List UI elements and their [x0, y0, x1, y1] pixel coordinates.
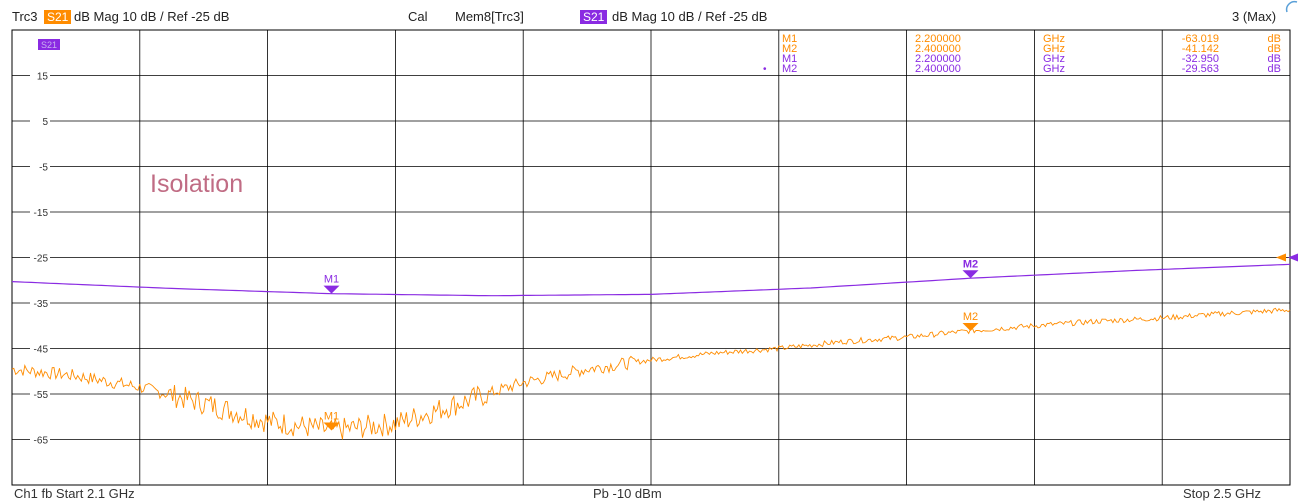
- trace-format[interactable]: dB Mag 10 dB / Ref -25 dB: [74, 9, 230, 24]
- marker-table-row[interactable]: • M2 2.400000 GHz -29.563 dB: [763, 63, 1281, 75]
- marker-name: M1: [782, 33, 797, 45]
- marker-db: dB: [1268, 63, 1281, 75]
- y-tick-label: -55: [34, 390, 49, 401]
- series-line-trc3[interactable]: [11, 307, 1291, 440]
- grid: [11, 29, 1291, 486]
- isolation-annotation: Isolation: [150, 170, 243, 198]
- y-tick-label: -25: [34, 254, 49, 265]
- trace-label[interactable]: Trc3: [12, 9, 38, 24]
- marker-value: -63.019: [1182, 33, 1219, 45]
- marker-freq: 2.200000: [915, 53, 961, 65]
- cal-label[interactable]: Cal: [408, 9, 428, 24]
- mem-param-badge[interactable]: S21: [580, 10, 608, 24]
- marker-db: dB: [1268, 33, 1281, 45]
- y-tick-bg: [30, 160, 50, 173]
- marker-table-row[interactable]: M1 2.200000 GHz -63.019 dB: [782, 33, 1281, 45]
- y-tick-label: -45: [34, 345, 49, 356]
- trace-layer: [11, 253, 1298, 440]
- channel-footer: Ch1 fb Start 2.1 GHz Pb -10 dBm Stop 2.5…: [0, 486, 1301, 502]
- marker-table: M1 2.200000 GHz -63.019 dB M2 2.400000 GHz -41.1…: [763, 33, 1281, 75]
- marker-value: -29.563: [1182, 63, 1219, 75]
- y-tick-bg: [30, 297, 50, 309]
- y-tick-bg: [30, 433, 50, 446]
- active-marker-dot: •: [763, 64, 767, 75]
- marker-freq: 2.200000: [915, 33, 961, 45]
- max-label[interactable]: 3 (Max): [1232, 9, 1277, 24]
- y-tick-label: -35: [34, 299, 49, 310]
- stop-freq[interactable]: Stop 2.5 GHz: [1183, 486, 1262, 501]
- marker-name: M1: [782, 53, 797, 65]
- y-tick-label: -15: [34, 208, 49, 219]
- ref-level-arrow-trc3[interactable]: [1276, 253, 1286, 262]
- marker-unit: GHz: [1043, 53, 1065, 65]
- y-tick-labels: 15 5 -5 -15 -25 -35 -45 -55 -65: [30, 69, 50, 447]
- marker-name: M2: [782, 43, 797, 55]
- trace-param-badge[interactable]: S21: [44, 10, 72, 24]
- marker-freq: 2.400000: [915, 63, 961, 75]
- marker-m1-mem[interactable]: [323, 285, 340, 294]
- trace-tag[interactable]: S21: [38, 39, 60, 50]
- marker-db: dB: [1268, 43, 1281, 55]
- marker-label: M2: [963, 311, 978, 323]
- marker-m1-trc3[interactable]: [323, 422, 340, 431]
- marker-value: -41.142: [1182, 43, 1219, 55]
- marker-db: dB: [1268, 53, 1281, 65]
- mem-label[interactable]: Mem8[Trc3]: [455, 9, 524, 24]
- marker-layer: M1 M2 M1 M2: [323, 258, 979, 431]
- marker-label: M2: [963, 258, 978, 270]
- trace-param-wrap: S21: [44, 9, 72, 24]
- marker-unit: GHz: [1043, 43, 1065, 55]
- y-tick-bg: [30, 342, 50, 355]
- marker-table-row[interactable]: M2 2.400000 GHz -41.142 dB: [782, 43, 1281, 55]
- marker-label: M1: [324, 274, 339, 286]
- trace-tag-label: S21: [41, 40, 57, 50]
- mem-param-wrap: S21: [580, 9, 608, 24]
- marker-table-row[interactable]: M1 2.200000 GHz -32.950 dB: [782, 53, 1281, 65]
- source-power[interactable]: Pb -10 dBm: [593, 486, 662, 501]
- marker-unit: GHz: [1043, 33, 1065, 45]
- y-tick-bg: [30, 69, 50, 82]
- series-line-mem[interactable]: [11, 263, 1291, 297]
- y-tick-label: 5: [42, 117, 48, 128]
- ref-level-arrow-mem[interactable]: [1288, 253, 1298, 262]
- mem-format[interactable]: dB Mag 10 dB / Ref -25 dB: [612, 9, 768, 24]
- marker-label: M1: [324, 410, 339, 422]
- y-tick-bg: [30, 251, 50, 264]
- marker-freq: 2.400000: [915, 43, 961, 55]
- marker-m2-trc3[interactable]: [962, 322, 979, 331]
- info-icon[interactable]: [1285, 0, 1299, 14]
- y-tick-label: 15: [37, 72, 49, 83]
- y-tick-bg: [30, 115, 50, 127]
- trace-header: Trc3 S21 dB Mag 10 dB / Ref -25 dB Cal M…: [0, 0, 1301, 30]
- y-tick-label: -65: [34, 436, 49, 447]
- y-tick-label: -5: [39, 163, 48, 174]
- marker-value: -32.950: [1182, 53, 1219, 65]
- marker-name: M2: [782, 63, 797, 75]
- y-tick-bg: [30, 388, 50, 400]
- marker-unit: GHz: [1043, 63, 1065, 75]
- y-tick-bg: [30, 206, 50, 218]
- marker-m2-mem[interactable]: [962, 270, 979, 279]
- start-freq[interactable]: Ch1 fb Start 2.1 GHz: [14, 486, 135, 501]
